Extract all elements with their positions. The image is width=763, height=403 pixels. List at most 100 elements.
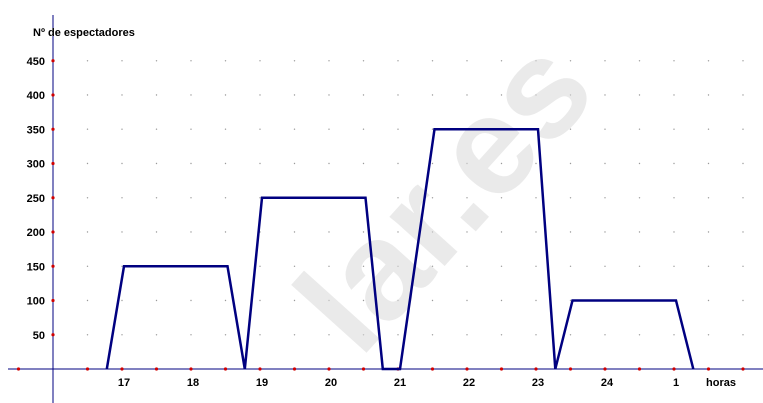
grid-dot xyxy=(259,128,261,130)
grid-dot xyxy=(362,162,365,165)
grid-dot xyxy=(569,231,572,233)
grid-dot xyxy=(328,299,330,302)
x-tick-mark xyxy=(430,367,435,371)
grid-dot xyxy=(500,162,503,165)
grid-dot xyxy=(707,94,710,96)
grid-dot xyxy=(604,197,606,199)
grid-dot xyxy=(328,231,330,233)
grid-dot xyxy=(431,299,434,302)
grid-dot xyxy=(293,162,296,165)
grid-dot xyxy=(121,60,123,62)
y-tick-label: 150 xyxy=(27,261,45,273)
grid-dot xyxy=(397,94,399,96)
grid-dot xyxy=(224,197,227,199)
grid-dot xyxy=(707,299,710,302)
grid-dot xyxy=(569,334,572,336)
grid-dot xyxy=(707,60,710,62)
grid-dot xyxy=(431,265,434,267)
grid-dot xyxy=(224,60,227,62)
grid-dot xyxy=(190,128,192,130)
grid-dot xyxy=(535,94,537,96)
grid-dot xyxy=(466,299,468,302)
grid-dot xyxy=(604,128,606,130)
series-group xyxy=(105,127,695,371)
x-tick-label: 19 xyxy=(256,377,268,389)
x-tick-label: 20 xyxy=(325,377,337,389)
x-tick-mark xyxy=(465,367,469,371)
grid-dot xyxy=(362,299,365,302)
grid-dot xyxy=(86,128,89,130)
grid-dot xyxy=(121,265,123,267)
grid-dot xyxy=(362,128,365,130)
grid-dot xyxy=(638,231,641,233)
tick-markers xyxy=(16,59,745,371)
x-tick-label: 22 xyxy=(463,377,475,389)
grid-dot xyxy=(466,265,468,267)
grid-dot xyxy=(638,128,641,130)
grid-dot xyxy=(466,94,468,96)
grid-dot xyxy=(535,299,537,302)
grid-dot xyxy=(431,162,434,165)
grid-dot xyxy=(224,334,227,336)
grid-dot xyxy=(121,128,123,130)
grid-dot xyxy=(742,94,744,96)
grid-dot xyxy=(431,128,434,130)
grid-dot xyxy=(604,231,606,233)
grid-dot xyxy=(86,60,89,62)
x-tick-mark xyxy=(120,367,124,371)
grid-dot xyxy=(121,94,123,96)
grid-dot xyxy=(500,94,503,96)
x-tick-label: 21 xyxy=(394,377,406,389)
grid-dot xyxy=(259,60,261,62)
grid-dot xyxy=(638,265,641,267)
grid-dot xyxy=(155,60,158,62)
grid-dot xyxy=(569,265,572,267)
grid-dot xyxy=(638,197,641,199)
grid-dot xyxy=(638,94,641,96)
grid-dot xyxy=(742,299,744,302)
grid-dot xyxy=(224,231,227,233)
grid-dot xyxy=(466,334,468,336)
y-tick-label: 50 xyxy=(33,330,45,342)
watermark: lar.es xyxy=(266,9,622,380)
grid-dot xyxy=(604,162,606,165)
grid-dot xyxy=(604,334,606,336)
grid-dot xyxy=(121,334,123,336)
grid-dot xyxy=(190,60,192,62)
grid-dot xyxy=(638,162,641,165)
grid-dot xyxy=(742,128,744,130)
grid-dot xyxy=(259,197,261,199)
grid-dot xyxy=(362,265,365,267)
grid-dot xyxy=(155,128,158,130)
y-tick-mark xyxy=(51,264,55,268)
grid-dot xyxy=(673,162,675,165)
grid-dot xyxy=(293,94,296,96)
grid-dot xyxy=(224,299,227,302)
grid-dot xyxy=(535,334,537,336)
grid-dot xyxy=(397,162,399,165)
x-tick-labels: 17 18 19 20 21 22 23 24 1 xyxy=(118,377,679,389)
x-tick-mark xyxy=(327,367,331,371)
x-tick-mark xyxy=(637,367,642,371)
grid-dot xyxy=(707,128,710,130)
grid-dot xyxy=(707,265,710,267)
x-tick-mark xyxy=(189,367,193,371)
grid-dot xyxy=(673,197,675,199)
grid-dot xyxy=(569,128,572,130)
grid-dot xyxy=(155,231,158,233)
grid-dot xyxy=(86,231,89,233)
grid-dot xyxy=(190,299,192,302)
grid-dot xyxy=(328,60,330,62)
x-tick-mark xyxy=(16,367,21,371)
grid-dot xyxy=(121,231,123,233)
grid-dot xyxy=(397,60,399,62)
grid-dot xyxy=(742,334,744,336)
grid-dot xyxy=(397,265,399,267)
grid-dot xyxy=(707,231,710,233)
grid-dot xyxy=(224,128,227,130)
x-tick-mark xyxy=(672,367,676,371)
grid-dot xyxy=(535,60,537,62)
series-line xyxy=(105,127,695,371)
grid-dot xyxy=(500,60,503,62)
